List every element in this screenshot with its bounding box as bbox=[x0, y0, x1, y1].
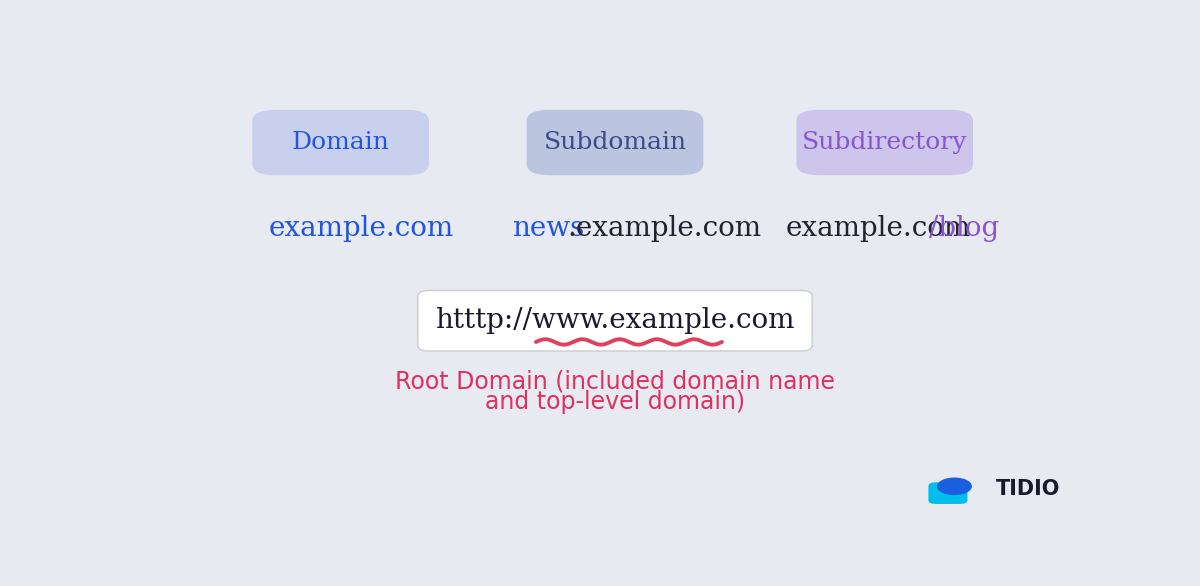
Text: TIDIO: TIDIO bbox=[996, 479, 1061, 499]
FancyBboxPatch shape bbox=[929, 482, 967, 504]
Text: Domain: Domain bbox=[292, 131, 390, 154]
Text: Subdirectory: Subdirectory bbox=[802, 131, 967, 154]
Text: .example.com: .example.com bbox=[568, 214, 762, 242]
FancyBboxPatch shape bbox=[527, 110, 703, 175]
Text: and top-level domain): and top-level domain) bbox=[485, 390, 745, 414]
Text: example.com: example.com bbox=[786, 214, 971, 242]
Text: example.com: example.com bbox=[269, 214, 454, 242]
Text: Subdomain: Subdomain bbox=[544, 131, 686, 154]
Text: /blog: /blog bbox=[929, 214, 1000, 242]
Circle shape bbox=[937, 478, 971, 495]
FancyBboxPatch shape bbox=[797, 110, 973, 175]
Text: Root Domain (included domain name: Root Domain (included domain name bbox=[395, 370, 835, 394]
Text: news: news bbox=[511, 214, 584, 242]
Text: htttp://www.example.com: htttp://www.example.com bbox=[436, 307, 794, 334]
FancyBboxPatch shape bbox=[418, 291, 812, 351]
FancyBboxPatch shape bbox=[252, 110, 430, 175]
